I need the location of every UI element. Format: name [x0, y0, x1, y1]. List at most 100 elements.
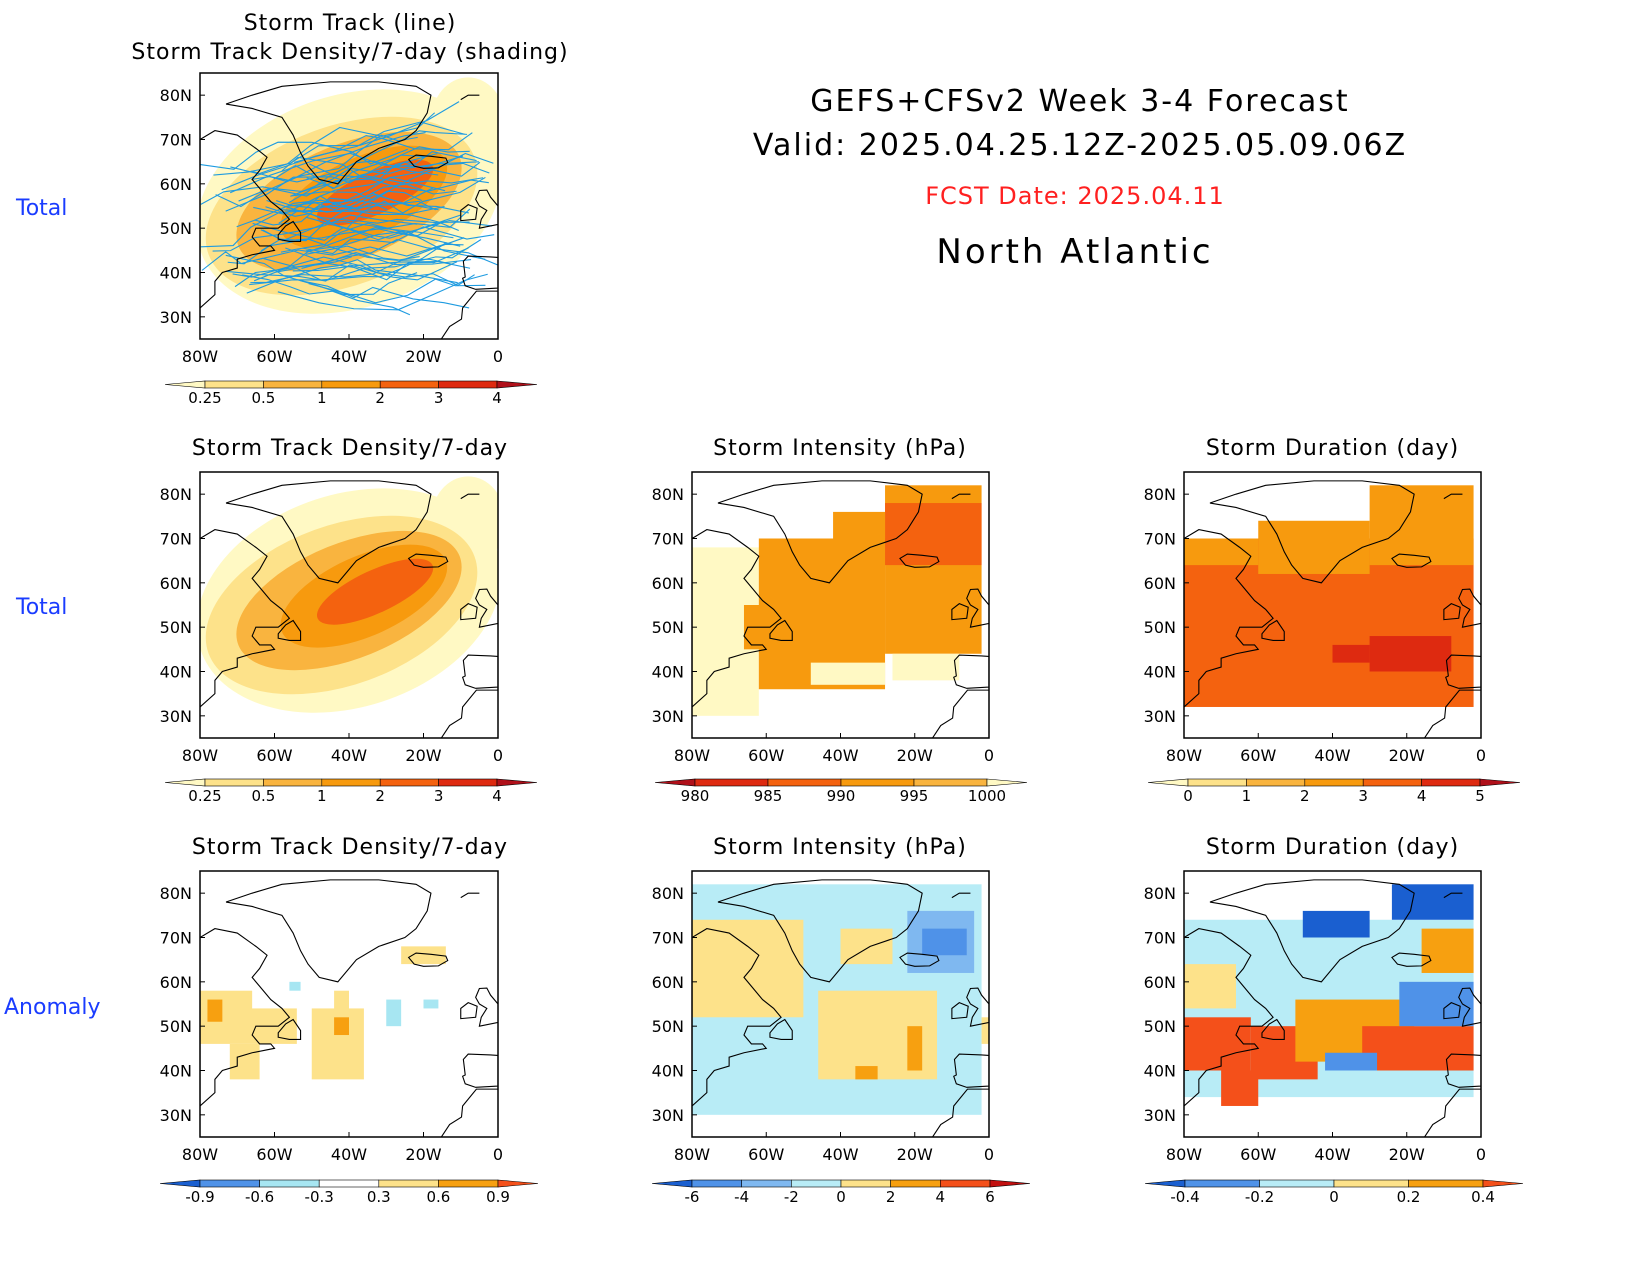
p6-intensity-anom-cell-7: [907, 1026, 923, 1071]
p6-coastline-3: [899, 952, 940, 967]
p6-colorbar-label-2: -2: [784, 1188, 799, 1206]
p4-lon-label-2: 40W: [1314, 746, 1350, 765]
p7-duration-anom-cell-1: [1184, 1017, 1251, 1071]
p7-duration-anom-cell-10: [1325, 1052, 1378, 1071]
p6-intensity-anom-cell-1: [692, 919, 804, 1018]
p5-lon-label-1: 60W: [256, 1145, 292, 1164]
forecast-title: GEFS+CFSv2 Week 3-4 Forecast: [810, 84, 1350, 119]
p4-duration-cell-3: [1184, 538, 1259, 566]
p6-map-content: [692, 871, 989, 1137]
p1-storm-track-10: [249, 239, 482, 286]
p3-coastline-5: [951, 603, 969, 621]
p1-colorbar-label-4: 3: [434, 389, 444, 407]
p6-coastline-2: [769, 1018, 793, 1041]
p7-duration-anom-cell-8: [1302, 910, 1370, 938]
p1-colorbar-label-3: 2: [375, 389, 385, 407]
p2-colorbar-label-2: 1: [317, 787, 327, 805]
p1-storm-track-38: [232, 256, 471, 278]
p5-colorbar-segment-5: [438, 1179, 499, 1188]
p4-colorbar-label-5: 5: [1475, 787, 1485, 805]
p4-duration-cell-4: [1369, 636, 1452, 672]
p3-intensity-cell-4: [892, 653, 960, 681]
p2-lat-label-2: 50N: [160, 618, 192, 637]
p6-lat-label-2: 50N: [652, 1017, 684, 1036]
p5-coastline-4: [475, 987, 498, 1027]
p5-colorbar-segment-3: [318, 1179, 380, 1188]
p4-lon-label-3: 20W: [1389, 746, 1425, 765]
p6-lat-label-3: 60N: [652, 973, 684, 992]
p7-colorbar-label-0: -0.4: [1170, 1188, 1199, 1206]
p6-coastline-1: [692, 928, 782, 1107]
p7-colorbar-segment-3: [1333, 1179, 1409, 1188]
p6-coastline-6: [953, 1053, 989, 1088]
p5-colorbar-segment-1: [199, 1179, 260, 1188]
p5-density-anom-cell-6: [229, 1043, 260, 1080]
p1-colorbar-segment-4: [379, 380, 439, 389]
p5-lat-label-5: 80N: [160, 884, 192, 903]
p4-colorbar-label-2: 2: [1300, 787, 1310, 805]
p2-colorbar-segment-5: [438, 778, 498, 787]
p4-colorbar-segment-1: [1187, 778, 1247, 787]
p6-colorbar-segment-3: [791, 1179, 842, 1188]
p4-colorbar-label-4: 4: [1417, 787, 1427, 805]
p1-storm-track-31: [236, 199, 436, 228]
p1-storm-track-52: [200, 153, 438, 205]
p1-coastline-0: [225, 81, 432, 185]
p1-storm-track-24: [301, 162, 490, 204]
p2-colorbar-label-1: 0.5: [251, 787, 275, 805]
p4-lat-label-4: 70N: [1144, 530, 1176, 549]
p4-duration-cell-1: [1258, 520, 1370, 574]
p3-coastline-3: [899, 553, 940, 568]
p7-colorbar-label-4: 0.4: [1471, 1188, 1495, 1206]
p2-coastline-4: [475, 588, 498, 628]
map-panel-p5: 30N 40N 50N 60N 70N 80N 80W 60W 40W 20W 0 -0.9 -0.6 -…: [160, 870, 539, 1206]
p1-lat-label-0: 30N: [160, 308, 192, 327]
p1-colorbar-segment-3: [321, 380, 381, 389]
p4-coastline-3: [1391, 553, 1432, 568]
p4-lat-label-5: 80N: [1144, 485, 1176, 504]
p1-lon-label-2: 40W: [331, 347, 367, 366]
p7-coastline-5: [1443, 1002, 1461, 1020]
p4-duration-cell-2: [1369, 485, 1474, 566]
p7-duration-anom-cell-6: [1399, 981, 1474, 1027]
p1-storm-track-58: [285, 192, 469, 214]
p2-map-content: [200, 472, 498, 738]
p2-lon-label-3: 20W: [405, 746, 441, 765]
p1-coastline-2: [277, 220, 302, 243]
panel-title-intensity-total: Storm Intensity (hPa): [713, 436, 967, 461]
p4-lat-label-0: 30N: [1144, 707, 1176, 726]
p7-coastline-0: [1209, 879, 1415, 983]
p1-storm-track-41: [260, 228, 461, 247]
p7-duration-anom-cell-3: [1221, 1070, 1259, 1106]
p3-coastline-open-1: [925, 689, 989, 738]
p3-lon-label-2: 40W: [822, 746, 858, 765]
p6-colorbar-label-5: 4: [936, 1188, 946, 1206]
p4-coastline-2: [1261, 619, 1285, 642]
p1-storm-track-50: [290, 161, 479, 197]
p7-coastline-open-0: [1480, 972, 1481, 987]
p4-colorbar-label-1: 1: [1242, 787, 1252, 805]
map-panel-p7: 30N 40N 50N 60N 70N 80N 80W 60W 40W 20W 0 -0.4 -0.2 0…: [1144, 870, 1524, 1206]
p7-duration-anom-cell-11: [1184, 964, 1236, 1009]
p7-lon-label-0: 80W: [1166, 1145, 1202, 1164]
p5-coastline-open-2: [460, 892, 480, 899]
p1-colorbar-left-arrow: [164, 380, 206, 389]
p4-coastline-open-0: [1480, 573, 1481, 588]
p1-storm-track-44: [253, 176, 446, 215]
p3-lon-label-0: 80W: [674, 746, 710, 765]
p1-storm-track-26: [201, 251, 352, 271]
p1-lon-label-0: 80W: [182, 347, 218, 366]
p7-map-content: [1184, 871, 1481, 1137]
p2-colorbar-label-0: 0.25: [188, 787, 221, 805]
p3-intensity-cell-6: [885, 503, 982, 566]
p3-intensity-cell-3: [810, 662, 886, 685]
p3-lon-label-4: 0: [984, 746, 994, 765]
p3-lat-label-0: 30N: [652, 707, 684, 726]
p3-lon-label-1: 60W: [748, 746, 784, 765]
p7-lat-label-3: 60N: [1144, 973, 1176, 992]
p3-map-content: [692, 472, 989, 738]
p5-lat-label-0: 30N: [160, 1106, 192, 1125]
valid-period: Valid: 2025.04.25.12Z-2025.05.09.06Z: [752, 128, 1408, 163]
p6-lon-label-1: 60W: [748, 1145, 784, 1164]
p1-storm-track-28: [225, 261, 458, 282]
